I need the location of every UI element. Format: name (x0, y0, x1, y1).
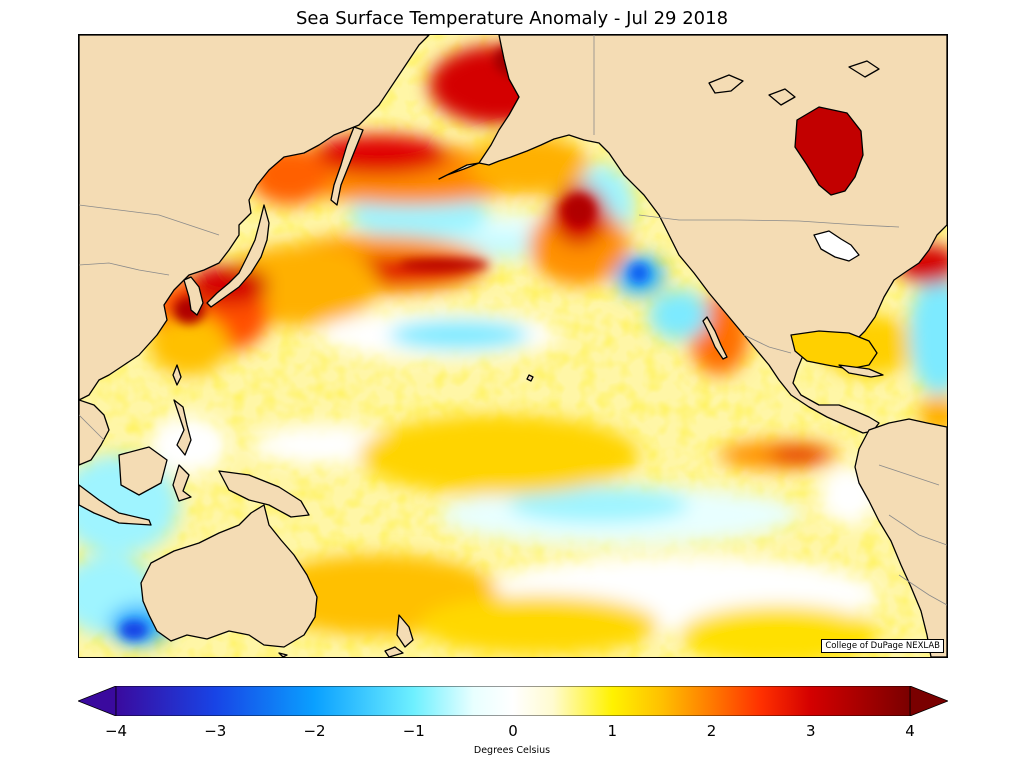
map-title: Sea Surface Temperature Anomaly - Jul 29… (295, 8, 729, 29)
colorbar-tick-label: −4 (104, 722, 128, 740)
alaska-peninsula (438, 162, 480, 180)
great-lakes (813, 230, 860, 262)
australia-landmass (140, 504, 318, 648)
hudson-bay (794, 106, 864, 196)
colorbar-tick-label: −1 (402, 722, 425, 740)
hawaii-landmass (526, 374, 534, 382)
map-canvas (79, 35, 947, 657)
colorbar-tick-label: 1 (607, 722, 618, 740)
arctic-island (768, 88, 796, 106)
taiwan-landmass (172, 364, 182, 386)
south-america-landmass (854, 418, 947, 657)
japan-landmass (206, 204, 270, 308)
asia-landmass (79, 35, 430, 401)
colorbar-tick-label: 4 (905, 722, 915, 740)
baja-california-landmass (702, 316, 728, 360)
indochina-landmass (79, 399, 110, 466)
country-borders (79, 35, 947, 606)
colorbar-extend-low (78, 686, 117, 716)
land-masses (79, 35, 947, 657)
colorbar-label: Degrees Celsius (473, 745, 551, 756)
sulawesi-landmass (172, 464, 192, 502)
colorbar-body (115, 686, 911, 716)
colorbar-tick-label: −3 (204, 722, 227, 740)
colorbar-tick-label: 2 (706, 722, 717, 740)
new-guinea-landmass (218, 470, 310, 518)
kamchatka-landmass (330, 126, 364, 206)
gulf-of-mexico (790, 330, 878, 370)
java-landmass (79, 484, 152, 526)
credit-label: College of DuPage NEXLAB (821, 639, 944, 653)
colorbar-tick-label: −2 (303, 722, 326, 740)
arctic-island (848, 60, 880, 78)
borneo-landmass (118, 446, 168, 496)
korea-landmass (183, 276, 204, 316)
philippines-landmass (173, 399, 192, 456)
tasmania-landmass (278, 652, 288, 657)
sst-anomaly-map[interactable]: College of DuPage NEXLAB (78, 34, 948, 658)
colorbar-tick-label: 3 (805, 722, 816, 740)
colorbar (78, 686, 948, 716)
colorbar-tick-label: 0 (508, 722, 518, 740)
arctic-island (708, 74, 744, 94)
new-zealand-landmass (396, 614, 414, 648)
cuba-landmass (838, 364, 884, 378)
colorbar-extend-high (909, 686, 948, 716)
